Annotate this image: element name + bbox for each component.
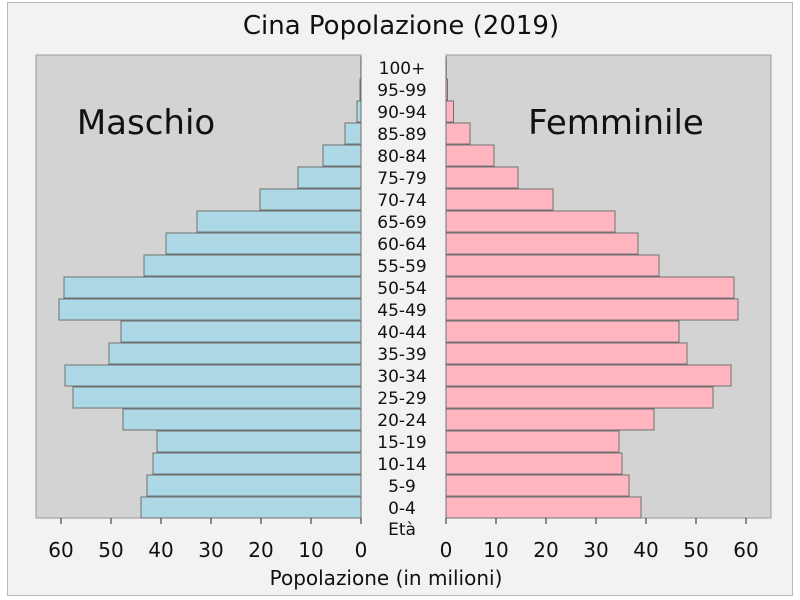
female-bar-95-99: [445, 78, 448, 101]
age-label-40-44: 40-44: [377, 323, 426, 343]
female-label: Femminile: [528, 103, 704, 143]
male-bar-0-4: [140, 496, 362, 519]
male-tick-label-10: 10: [298, 538, 323, 562]
female-bar-65-69: [445, 210, 616, 233]
male-bar-15-19: [156, 430, 362, 453]
male-bar-20-24: [122, 408, 362, 431]
male-bar-80-84: [322, 144, 362, 167]
male-bar-90-94: [356, 100, 362, 123]
chart-title: Cina Popolazione (2019): [243, 11, 559, 41]
age-label-30-34: 30-34: [377, 367, 426, 387]
age-label-0-4: 0-4: [388, 499, 416, 519]
male-bar-35-39: [108, 342, 362, 365]
female-bar-35-39: [445, 342, 688, 365]
female-bar-60-64: [445, 232, 639, 255]
age-label-80-84: 80-84: [377, 147, 426, 167]
age-label-10-14: 10-14: [377, 455, 426, 475]
female-bar-10-14: [445, 452, 623, 475]
male-tick-label-0: 0: [355, 538, 368, 562]
male-bar-55-59: [143, 254, 362, 277]
age-group-labels: 0-45-910-1415-1920-2425-2930-3435-3940-4…: [377, 59, 426, 519]
male-bar-60-64: [165, 232, 362, 255]
age-label-90-94: 90-94: [377, 103, 426, 123]
male-bar-65-69: [196, 210, 362, 233]
age-label-50-54: 50-54: [377, 279, 426, 299]
female-series: [445, 56, 739, 519]
female-bar-20-24: [445, 408, 655, 431]
female-x-axis: 0 10 20 30 40 50 60: [440, 518, 759, 562]
male-tick-label-20: 20: [248, 538, 273, 562]
female-bar-0-4: [445, 496, 642, 519]
female-bar-5-9: [445, 474, 630, 497]
female-bar-75-79: [445, 166, 519, 189]
age-label-70-74: 70-74: [377, 191, 426, 211]
age-label-5-9: 5-9: [388, 477, 416, 497]
female-tick-label-10: 10: [483, 538, 508, 562]
age-label-100plus: 100+: [379, 59, 426, 79]
female-bar-80-84: [445, 144, 495, 167]
male-bar-50-54: [63, 276, 362, 299]
age-label-35-39: 35-39: [377, 345, 426, 365]
female-bar-85-89: [445, 122, 471, 145]
male-tick-label-40: 40: [148, 538, 173, 562]
female-tick-label-40: 40: [633, 538, 658, 562]
age-label-65-69: 65-69: [377, 213, 426, 233]
female-tick-label-0: 0: [440, 538, 453, 562]
female-bar-45-49: [445, 298, 739, 321]
male-x-axis: 0 10 20 30 40 50 60: [48, 518, 367, 562]
age-label-15-19: 15-19: [377, 433, 426, 453]
age-label-20-24: 20-24: [377, 411, 426, 431]
female-bar-40-44: [445, 320, 680, 343]
male-tick-label-30: 30: [198, 538, 223, 562]
age-label-85-89: 85-89: [377, 125, 426, 145]
male-bar-85-89: [344, 122, 362, 145]
male-bar-95-99: [359, 78, 362, 101]
population-pyramid-chart: Cina Popolazione (2019) Maschio Femminil…: [35, 11, 772, 590]
female-bar-70-74: [445, 188, 554, 211]
male-bar-25-29: [72, 386, 362, 409]
male-bar-10-14: [152, 452, 362, 475]
x-axis-title: Popolazione (in milioni): [270, 566, 503, 590]
age-label-60-64: 60-64: [377, 235, 426, 255]
male-bar-5-9: [146, 474, 362, 497]
female-tick-label-30: 30: [583, 538, 608, 562]
female-bar-25-29: [445, 386, 714, 409]
age-label-55-59: 55-59: [377, 257, 426, 277]
male-bar-70-74: [259, 188, 362, 211]
female-tick-label-50: 50: [683, 538, 708, 562]
male-tick-label-50: 50: [98, 538, 123, 562]
age-label-25-29: 25-29: [377, 389, 426, 409]
male-label: Maschio: [77, 103, 215, 143]
age-label-45-49: 45-49: [377, 301, 426, 321]
female-bar-90-94: [445, 100, 454, 123]
male-bar-30-34: [64, 364, 362, 387]
female-bar-55-59: [445, 254, 660, 277]
female-tick-label-20: 20: [533, 538, 558, 562]
male-series: [58, 56, 362, 519]
age-axis-label: Età: [388, 520, 416, 540]
male-tick-label-60: 60: [48, 538, 73, 562]
female-bar-15-19: [445, 430, 620, 453]
female-bar-30-34: [445, 364, 732, 387]
male-bar-40-44: [120, 320, 362, 343]
male-bar-75-79: [297, 166, 362, 189]
female-tick-label-60: 60: [733, 538, 758, 562]
chart-frame: Cina Popolazione (2019) Maschio Femminil…: [7, 2, 793, 596]
age-label-95-99: 95-99: [377, 81, 426, 101]
age-label-75-79: 75-79: [377, 169, 426, 189]
male-bar-45-49: [58, 298, 362, 321]
female-bar-50-54: [445, 276, 735, 299]
